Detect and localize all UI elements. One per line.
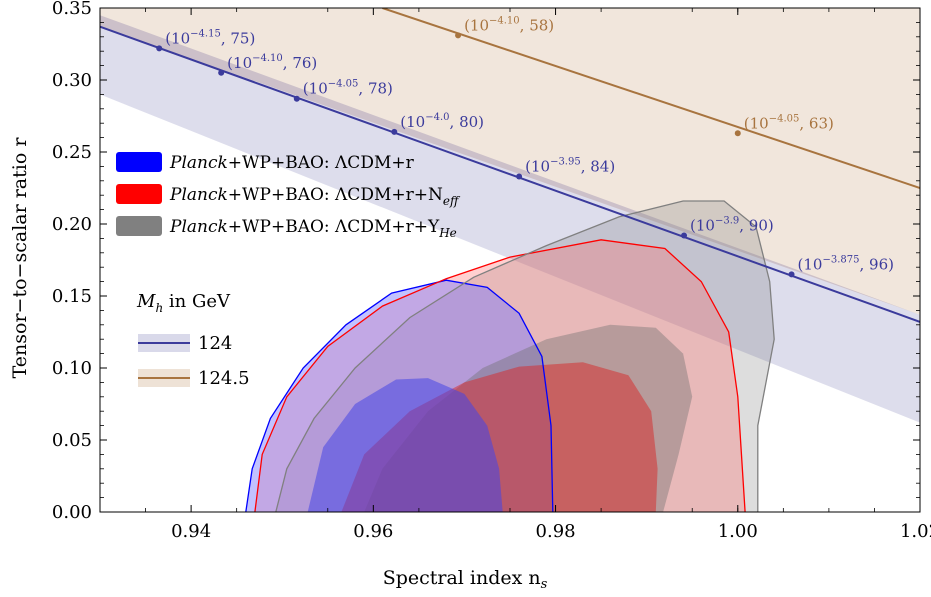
mh-legend-label: 124.5	[198, 368, 250, 389]
y-tick-label: 0.30	[52, 70, 92, 91]
y-tick-label: 0.25	[52, 142, 92, 163]
y-tick-label: 0.00	[52, 502, 92, 523]
legend-swatch	[116, 152, 162, 172]
prediction-points: (10−4.15, 75) (10−4.10, 76) (10−4.05, 78) (…	[156, 15, 894, 278]
point-label: (10−4.15, 75)	[165, 28, 255, 47]
prediction-point	[293, 95, 300, 102]
band-124	[100, 15, 920, 423]
y-tick-label: 0.10	[52, 358, 92, 379]
prediction-point	[516, 173, 523, 180]
point-label: (10−3.95, 84)	[525, 156, 615, 175]
band-124-5	[100, 8, 920, 315]
mh-legend-label: 124	[198, 333, 232, 354]
prediction-point	[734, 130, 741, 137]
axis-ticks: 0.94 0.96 0.98 1.00 1.02 0.00 0.05 0.10 0.15 0.20…	[52, 0, 931, 542]
point-label: (10−4.0, 80)	[400, 112, 484, 131]
x-tick-label: 1.02	[900, 521, 931, 542]
x-tick-label: 0.96	[353, 521, 393, 542]
legend-swatch	[116, 216, 162, 236]
x-axis-label-text: Spectral index n	[383, 567, 541, 589]
legend-label: Planck+WP+BAO: ΛCDM+r+YHe	[169, 217, 457, 240]
y-tick-label: 0.20	[52, 214, 92, 235]
y-tick-label: 0.15	[52, 286, 92, 307]
point-label: (10−4.05, 78)	[303, 79, 393, 98]
y-tick-label: 0.05	[52, 430, 92, 451]
legend-swatch	[116, 184, 162, 204]
mh-legend-title: Mh in GeV	[136, 291, 231, 315]
planck-contours	[245, 200, 775, 512]
prediction-line-0	[100, 25, 920, 323]
x-axis-label: Spectral index ns	[383, 567, 548, 592]
prediction-point	[156, 45, 163, 52]
prediction-line-1	[382, 8, 920, 189]
prediction-point	[218, 69, 225, 76]
prediction-point	[681, 232, 688, 239]
legend-label: Planck+WP+BAO: ΛCDM+r+Neff	[169, 185, 461, 208]
prediction-lines	[100, 8, 920, 323]
contour-edge-2	[275, 200, 775, 512]
x-tick-label: 1.00	[718, 521, 758, 542]
point-label: (10−3.875, 96)	[798, 254, 894, 273]
x-axis-label-sub: s	[541, 577, 548, 592]
y-tick-label: 0.35	[52, 0, 92, 19]
legend: Planck+WP+BAO: ΛCDM+r Planck+WP+BAO: ΛCDM…	[116, 152, 461, 389]
x-tick-label: 0.94	[171, 521, 211, 542]
y-axis-label: Tensor−to−scalar ratio r	[9, 137, 31, 379]
prediction-point	[391, 128, 398, 135]
point-label: (10−3.9, 90)	[690, 216, 774, 235]
inflation-bands	[100, 8, 920, 423]
contour-edge-1	[254, 239, 746, 512]
point-label: (10−4.10, 58)	[464, 15, 554, 34]
band-overlap	[100, 15, 920, 315]
contour-inner-0	[307, 378, 503, 512]
legend-label: Planck+WP+BAO: ΛCDM+r	[169, 153, 415, 173]
point-label: (10−4.10, 76)	[227, 53, 317, 72]
prediction-point	[455, 32, 462, 39]
contour-edge-0	[245, 279, 554, 512]
prediction-point	[788, 271, 795, 278]
point-label: (10−4.05, 63)	[744, 113, 834, 132]
x-tick-label: 0.98	[536, 521, 576, 542]
